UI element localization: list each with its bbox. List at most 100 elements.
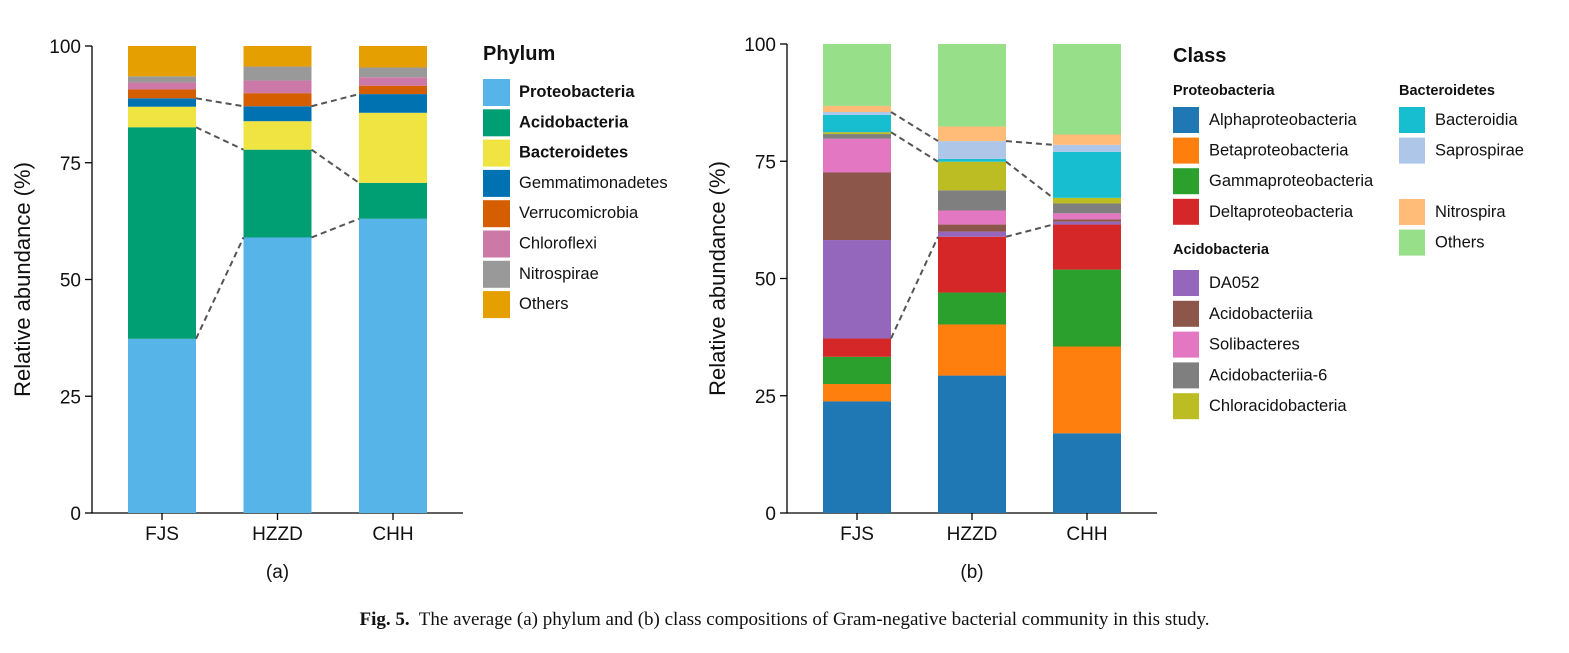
bar-segment (243, 93, 312, 107)
legend-swatch (1173, 168, 1199, 195)
legend-item: Verrucomicrobia (483, 200, 639, 228)
x-tick-label: CHH (372, 524, 413, 545)
legend-item: Acidobacteria (483, 109, 629, 137)
bar-segment (1053, 221, 1121, 225)
connector-line (310, 148, 360, 184)
legend-item: Alphaproteobacteria (1173, 107, 1358, 133)
bar-segment (938, 161, 1006, 191)
legend-title: Class (1173, 45, 1226, 67)
bar-segment (823, 172, 891, 241)
legend-swatch (1399, 229, 1425, 256)
legend-swatch (483, 79, 510, 106)
legend-group: Proteobacteria Alphaproteobacteria Betapro… (1173, 83, 1374, 225)
bar-segment (243, 66, 312, 81)
legend-label: Saprospirae (1435, 142, 1524, 160)
legend-label: Bacteroidetes (519, 144, 628, 162)
connector-line (195, 126, 244, 151)
panel-label: (a) (266, 562, 289, 583)
legend-label: Acidobacteria (519, 113, 629, 131)
legend-swatch (1399, 199, 1425, 225)
chart-panel-b: 0 25 50 75 100 Relative abundance (%) FJS HZZD C… (705, 35, 1524, 583)
legend-item: Acidobacteriia-6 (1173, 362, 1327, 389)
bar-segment (243, 121, 312, 150)
bar-segment (938, 210, 1006, 225)
legend-label: Gammaproteobacteria (1209, 172, 1374, 190)
bar-segment (243, 80, 312, 94)
bar-segment (359, 85, 427, 95)
legend-swatch (1173, 393, 1199, 420)
x-tick-label: HZZD (947, 524, 998, 545)
bar-segment (823, 112, 891, 115)
y-tick-label: 50 (60, 271, 81, 292)
legend-label: Chloracidobacteria (1209, 397, 1347, 415)
bar-segment (1053, 346, 1121, 434)
legend-swatch (1173, 270, 1199, 296)
legend-item: Acidobacteriia (1173, 300, 1313, 327)
legend-label: Acidobacteriia (1209, 305, 1313, 323)
legend-label: Others (1435, 234, 1485, 252)
y-tick-label: 75 (755, 152, 776, 173)
legend-label: Nitrospirae (519, 265, 599, 283)
bar-segment (1053, 151, 1121, 198)
y-tick-label: 75 (60, 154, 81, 175)
bar-segment (823, 384, 891, 402)
bar-segment (938, 44, 1006, 127)
legend-swatch (483, 139, 510, 167)
legend-label: Proteobacteria (519, 83, 635, 101)
legend-group: Nitrospira Others (1399, 199, 1506, 256)
bar-segment (938, 231, 1006, 237)
bar-segment (1053, 433, 1121, 513)
bar-segment (938, 141, 1006, 159)
legend-label: Betaproteobacteria (1209, 142, 1349, 160)
legend-item: Nitrospira (1399, 199, 1506, 225)
bar-segment (128, 46, 196, 77)
legend-item: Chloroflexi (483, 230, 597, 258)
bar-segment (938, 236, 1006, 293)
legend-label: Solibacteres (1209, 336, 1300, 354)
bar-segment (128, 127, 196, 339)
legend-label: Deltaproteobacteria (1209, 203, 1354, 221)
y-tick-label: 0 (765, 504, 776, 525)
bar-segment (938, 126, 1006, 142)
y-tick-label: 50 (755, 270, 776, 291)
connector-line (195, 237, 245, 340)
legend-group: Acidobacteria DA052 Acidobacteriia Solibact… (1173, 242, 1347, 420)
legend-group-title: Acidobacteria (1173, 242, 1270, 258)
legend-swatch (1173, 300, 1199, 327)
bar-segment (359, 77, 427, 86)
connector-line (1005, 140, 1054, 146)
bar-segment (823, 356, 891, 385)
y-tick-label: 100 (49, 37, 81, 58)
bar-segment (243, 237, 312, 513)
bar-segment (823, 114, 891, 133)
bar-segment (823, 132, 891, 135)
connector-line (890, 236, 939, 339)
legend-label: Nitrospira (1435, 203, 1506, 221)
legend-swatch (1399, 137, 1425, 164)
y-axis-label: Relative abundance (%) (705, 161, 730, 396)
y-tick-label: 100 (744, 35, 776, 56)
bar-segment (823, 240, 891, 339)
bar-segment (938, 190, 1006, 211)
y-tick-label: 25 (755, 387, 776, 408)
bar-segment (823, 338, 891, 357)
legend-swatch (483, 109, 510, 137)
bar-segment (1053, 269, 1121, 347)
legend-swatch (483, 169, 510, 197)
bar-segment (938, 375, 1006, 513)
legend-label: Acidobacteriia-6 (1209, 366, 1327, 384)
y-tick-label: 0 (70, 504, 81, 525)
bar-segment (1053, 203, 1121, 214)
legend-item: DA052 (1173, 270, 1259, 296)
bar-segment (243, 149, 312, 238)
legend-swatch (1173, 107, 1199, 133)
legend-swatch (1173, 331, 1199, 358)
y-axis-label: Relative abundance (%) (10, 162, 35, 397)
bar-segment (823, 44, 891, 106)
bar-segment (359, 112, 427, 183)
bar-segment (359, 67, 427, 78)
figure-canvas: 0 25 50 75 100 Relative abundance (%) FJS HZZD C… (10, 35, 1524, 583)
y-tick-label: 25 (60, 387, 81, 408)
legend-label: Gemmatimonadetes (519, 174, 668, 192)
legend-item: Solibacteres (1173, 331, 1300, 358)
